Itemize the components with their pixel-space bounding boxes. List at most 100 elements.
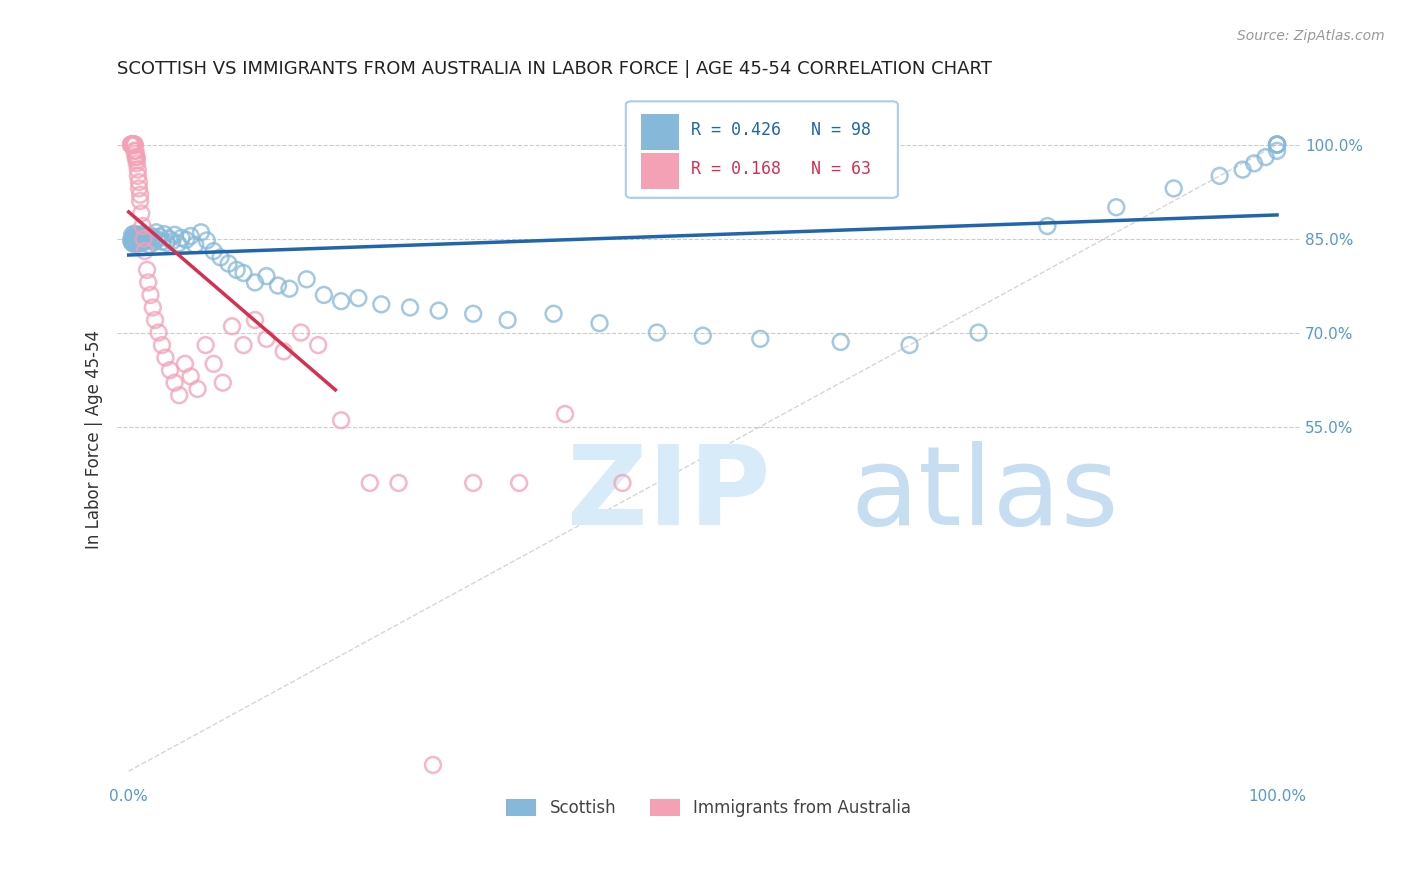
Point <box>162 234 184 248</box>
Point <box>149 229 172 244</box>
Point <box>131 230 153 244</box>
Point <box>148 326 170 340</box>
Point <box>139 288 162 302</box>
Point <box>124 137 146 152</box>
Point <box>124 227 146 241</box>
Point <box>202 357 225 371</box>
Point <box>543 307 565 321</box>
Point <box>232 266 254 280</box>
Point <box>124 137 146 152</box>
Point <box>132 231 155 245</box>
Point <box>174 357 197 371</box>
Point <box>124 234 146 248</box>
Point <box>256 332 278 346</box>
Point <box>150 235 173 249</box>
Point <box>243 276 266 290</box>
Point <box>141 234 163 248</box>
Point <box>209 251 232 265</box>
Point <box>121 227 143 242</box>
Point <box>120 234 142 248</box>
Point <box>170 231 193 245</box>
Point <box>1265 137 1288 152</box>
Point <box>167 236 190 251</box>
Point <box>138 237 160 252</box>
Point <box>146 232 169 246</box>
Point <box>120 137 142 152</box>
Point <box>139 228 162 243</box>
Point <box>124 237 146 252</box>
Point <box>243 313 266 327</box>
Point <box>142 230 165 244</box>
Point <box>508 475 530 490</box>
Point <box>174 233 197 247</box>
Point <box>692 328 714 343</box>
Point <box>273 344 295 359</box>
Point <box>122 137 145 152</box>
Point <box>180 229 202 244</box>
Point <box>134 244 156 258</box>
Point <box>256 269 278 284</box>
Point <box>1254 150 1277 164</box>
Point <box>1265 137 1288 152</box>
Point <box>422 758 444 772</box>
Point <box>136 229 159 244</box>
Point <box>124 144 146 158</box>
Point <box>122 233 145 247</box>
Point <box>142 235 165 250</box>
Point <box>218 257 240 271</box>
Point <box>1232 162 1254 177</box>
Point <box>159 363 181 377</box>
Point <box>312 288 335 302</box>
Point <box>125 232 148 246</box>
Point <box>194 338 217 352</box>
Point <box>330 413 353 427</box>
Point <box>749 332 772 346</box>
Point <box>153 227 176 242</box>
Point <box>142 301 165 315</box>
Y-axis label: In Labor Force | Age 45-54: In Labor Force | Age 45-54 <box>86 329 103 549</box>
Point <box>184 237 207 252</box>
Point <box>136 263 159 277</box>
Point <box>195 234 218 248</box>
Point <box>359 475 381 490</box>
Legend: Scottish, Immigrants from Australia: Scottish, Immigrants from Australia <box>499 792 918 823</box>
Point <box>122 235 145 250</box>
Point <box>122 137 145 152</box>
Point <box>129 194 152 208</box>
Point <box>463 475 485 490</box>
Point <box>347 291 370 305</box>
Text: ZIP: ZIP <box>567 441 770 548</box>
Point <box>163 376 186 390</box>
Text: Source: ZipAtlas.com: Source: ZipAtlas.com <box>1237 29 1385 43</box>
Point <box>180 369 202 384</box>
Point <box>127 169 149 183</box>
Text: R = 0.168   N = 63: R = 0.168 N = 63 <box>690 160 870 178</box>
Point <box>124 150 146 164</box>
Point <box>125 229 148 244</box>
Point <box>127 235 149 250</box>
Point <box>131 235 153 250</box>
Point <box>121 235 143 250</box>
Point <box>124 235 146 249</box>
Point <box>1265 137 1288 152</box>
Point <box>124 137 146 152</box>
Point <box>1163 181 1185 195</box>
Point <box>150 338 173 352</box>
Point <box>134 234 156 248</box>
Point <box>125 150 148 164</box>
Point <box>124 230 146 244</box>
Point <box>124 229 146 244</box>
Text: SCOTTISH VS IMMIGRANTS FROM AUSTRALIA IN LABOR FORCE | AGE 45-54 CORRELATION CHA: SCOTTISH VS IMMIGRANTS FROM AUSTRALIA IN… <box>117 60 993 78</box>
Point <box>496 313 519 327</box>
Point <box>167 388 190 402</box>
Point <box>121 137 143 152</box>
Point <box>463 307 485 321</box>
Point <box>128 231 150 245</box>
Point <box>155 235 177 250</box>
Point <box>124 235 146 250</box>
Point <box>1105 200 1128 214</box>
Point <box>290 326 312 340</box>
Point <box>1265 137 1288 152</box>
Point <box>131 219 153 233</box>
Point <box>211 376 233 390</box>
